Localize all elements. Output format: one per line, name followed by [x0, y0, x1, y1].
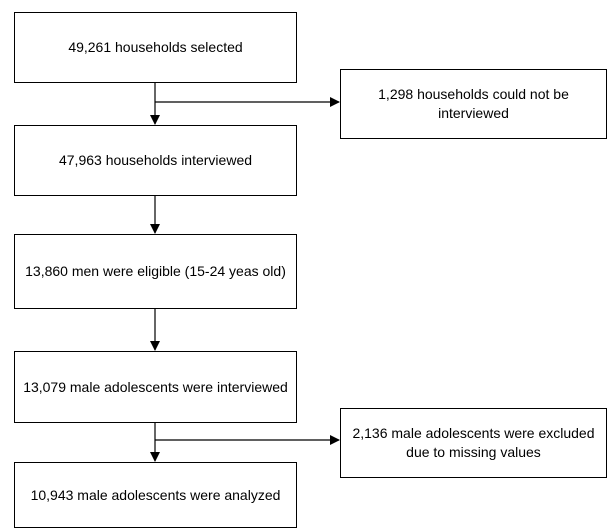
exclusion-households-not-interviewed-text: 1,298 households could not be interviewe…: [378, 86, 569, 121]
step-male-adolescents-analyzed: 10,943 male adolescents were analyzed: [14, 462, 297, 528]
step-households-selected-text: 49,261 households selected: [68, 39, 243, 55]
step-male-adolescents-analyzed-text: 10,943 male adolescents were analyzed: [30, 486, 281, 503]
step-male-adolescents-interviewed-text: 13,079 male adolescents were interviewed: [23, 378, 288, 395]
exclusion-missing-values: 2,136 male adolescents were excluded due…: [340, 408, 607, 478]
step-households-selected: 49,261 households selected: [14, 12, 297, 83]
step-men-eligible-text: 13,860 men were eligible (15-24 yeas old…: [25, 263, 286, 279]
step-households-interviewed-text: 47,963 households interviewed: [58, 152, 253, 168]
step-male-adolescents-interviewed: 13,079 male adolescents were interviewed: [14, 351, 297, 423]
step-households-interviewed: 47,963 households interviewed: [14, 125, 297, 196]
exclusion-households-not-interviewed: 1,298 households could not be interviewe…: [340, 69, 607, 139]
step-men-eligible: 13,860 men were eligible (15-24 yeas old…: [14, 234, 297, 309]
exclusion-missing-values-text: 2,136 male adolescents were excluded due…: [352, 425, 595, 460]
